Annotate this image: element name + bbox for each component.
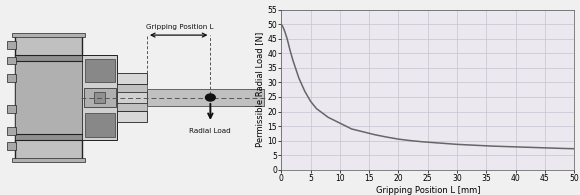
Bar — [7, 127, 16, 135]
Bar — [7, 41, 16, 49]
Bar — [95, 92, 105, 103]
Bar — [7, 74, 16, 82]
Bar — [117, 84, 147, 92]
Bar — [7, 142, 16, 150]
Bar — [85, 58, 115, 82]
Bar — [15, 134, 82, 140]
Bar — [15, 61, 82, 134]
X-axis label: Gripping Position L [mm]: Gripping Position L [mm] — [375, 186, 480, 195]
Text: Radial Load: Radial Load — [190, 128, 231, 134]
Bar — [117, 103, 147, 111]
Bar — [7, 57, 16, 64]
Bar — [12, 158, 85, 162]
Bar — [7, 105, 16, 113]
Text: Gripping Position L: Gripping Position L — [146, 24, 213, 30]
Bar — [82, 55, 117, 140]
Bar — [147, 89, 264, 106]
Bar — [12, 33, 85, 37]
Bar — [84, 88, 116, 107]
Bar — [15, 55, 82, 61]
Bar — [15, 35, 82, 160]
Bar — [117, 111, 147, 122]
Y-axis label: Permissible Radial Load [N]: Permissible Radial Load [N] — [256, 32, 264, 147]
Bar — [117, 73, 147, 84]
Bar — [117, 92, 147, 103]
Circle shape — [205, 94, 215, 101]
Bar — [85, 113, 115, 136]
